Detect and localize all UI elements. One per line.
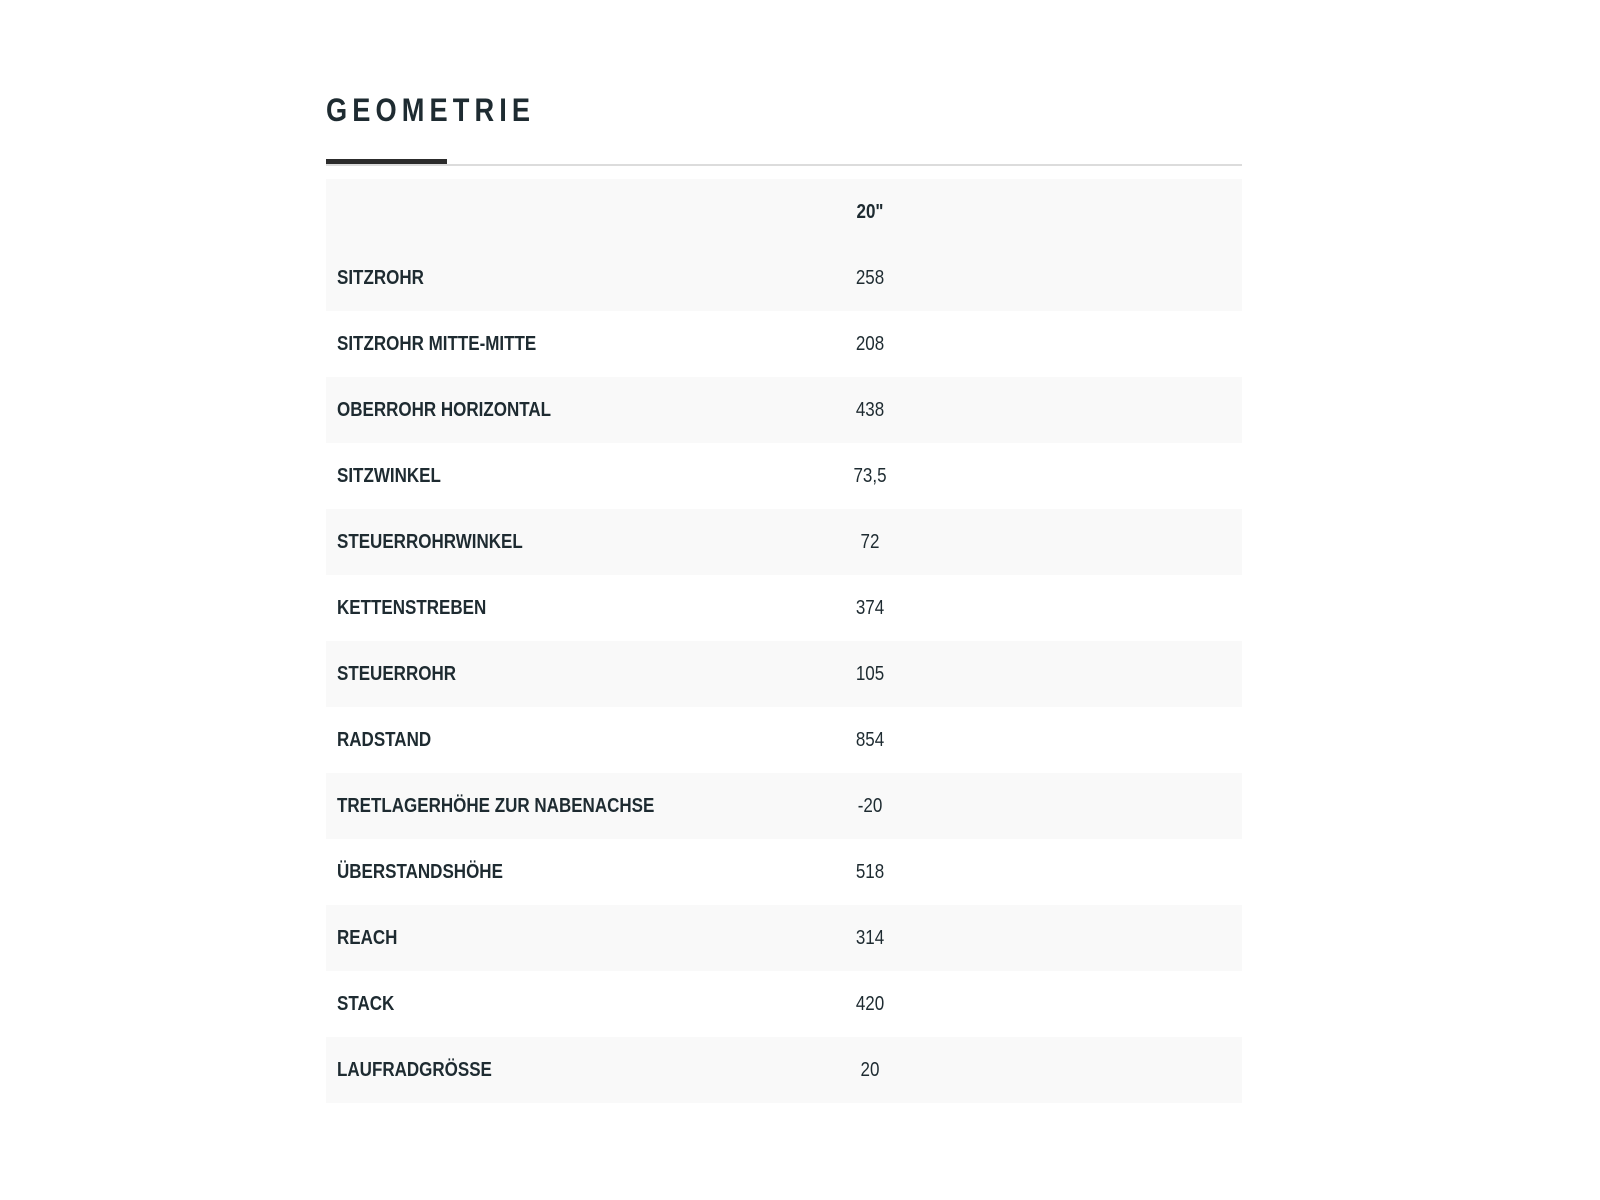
row-value: 258	[855, 266, 885, 289]
row-label: REACH	[337, 926, 398, 949]
table-header-row: 20"	[326, 179, 1242, 245]
row-value: 518	[855, 860, 885, 883]
table-row: OBERROHR HORIZONTAL 438	[326, 377, 1242, 443]
row-value: 854	[855, 728, 885, 751]
row-label: OBERROHR HORIZONTAL	[337, 398, 552, 421]
row-label: LAUFRADGRÖSSE	[337, 1058, 492, 1081]
row-label: STEUERROHR	[337, 662, 457, 685]
section-title: GEOMETRIE	[326, 92, 536, 128]
row-label: STEUERROHRWINKEL	[337, 530, 523, 553]
row-value: 374	[855, 596, 885, 619]
row-value: 72	[860, 530, 880, 553]
row-label: STACK	[337, 992, 395, 1015]
title-divider-accent	[326, 159, 447, 164]
row-label: KETTENSTREBEN	[337, 596, 487, 619]
table-row: STACK 420	[326, 971, 1242, 1037]
table-row: LAUFRADGRÖSSE 20	[326, 1037, 1242, 1103]
header-label	[326, 179, 726, 245]
row-value: 420	[855, 992, 885, 1015]
row-value: 73,5	[853, 464, 887, 487]
table-row: STEUERROHRWINKEL 72	[326, 509, 1242, 575]
row-label: SITZROHR	[337, 266, 424, 289]
row-label: ÜBERSTANDSHÖHE	[337, 860, 503, 883]
table-row: SITZROHR 258	[326, 245, 1242, 311]
table-row: TRETLAGERHÖHE ZUR NABENACHSE -20	[326, 773, 1242, 839]
geometry-table: 20" SITZROHR 258 SITZROHR MITTE-MITTE 208 OB…	[326, 179, 1242, 1103]
row-label: SITZWINKEL	[337, 464, 441, 487]
row-value: 438	[855, 398, 885, 421]
table-row: STEUERROHR 105	[326, 641, 1242, 707]
row-value: 314	[855, 926, 885, 949]
row-value: 20	[860, 1058, 880, 1081]
row-value: -20	[857, 794, 883, 817]
table-row: KETTENSTREBEN 374	[326, 575, 1242, 641]
header-size: 20"	[856, 200, 884, 223]
table-row: SITZWINKEL 73,5	[326, 443, 1242, 509]
row-label: SITZROHR MITTE-MITTE	[337, 332, 537, 355]
row-value: 105	[855, 662, 885, 685]
title-divider	[326, 164, 1242, 166]
row-label: RADSTAND	[337, 728, 432, 751]
row-value: 208	[855, 332, 885, 355]
table-row: SITZROHR MITTE-MITTE 208	[326, 311, 1242, 377]
row-label: TRETLAGERHÖHE ZUR NABENACHSE	[337, 794, 655, 817]
table-row: REACH 314	[326, 905, 1242, 971]
table-row: RADSTAND 854	[326, 707, 1242, 773]
table-row: ÜBERSTANDSHÖHE 518	[326, 839, 1242, 905]
